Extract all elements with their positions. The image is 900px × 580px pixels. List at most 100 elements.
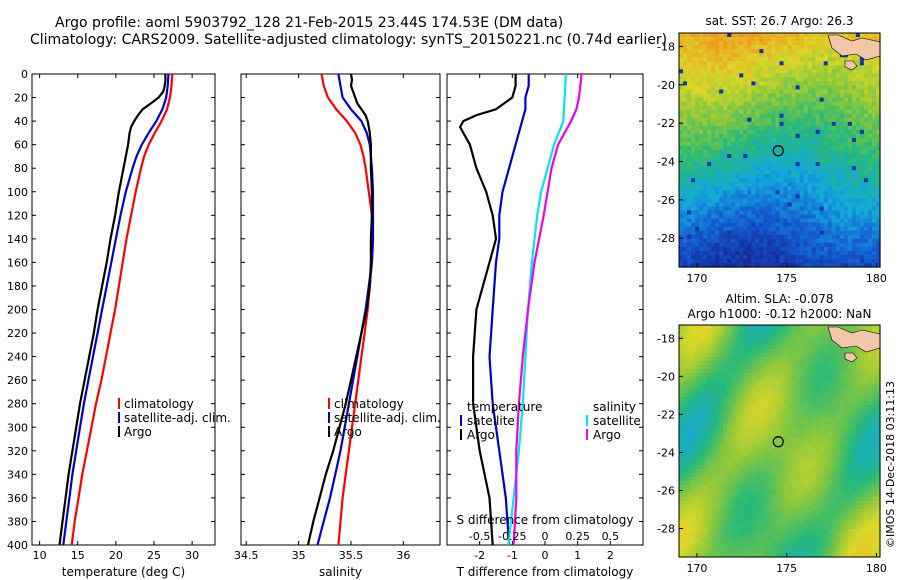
map-cell [735,521,740,526]
map-cell [727,254,732,260]
map-cell [731,154,736,159]
map-cell [743,433,748,438]
map-cell [735,222,740,228]
map-cell [743,69,748,74]
map-cell [767,381,773,386]
map-cell [763,449,769,454]
map-cell [795,117,801,123]
map-cell [683,501,688,506]
map-cell [851,113,857,119]
map-cell [679,381,684,386]
map-cell [731,465,736,470]
map-cell [835,174,841,179]
map-cell [799,533,805,538]
map-cell [811,93,817,99]
map-cell [715,325,720,330]
map-cell [783,178,789,183]
map-cell [723,154,728,159]
map-cell [759,93,765,99]
map-cell [731,214,736,220]
map-cell [719,525,724,530]
map-cell [819,133,825,139]
map-cell [739,186,744,191]
map-cell [771,393,777,398]
map-cell [799,469,805,474]
map-cell [795,329,801,334]
map-cell [695,461,700,466]
map-cell [683,445,688,450]
map-cell [687,263,692,268]
map-cell [803,206,809,212]
map-cell [775,549,781,554]
map-cell [831,226,837,232]
map-cell [739,230,744,236]
map-cell [807,218,813,224]
map-cell [683,129,688,135]
map-cell [827,121,833,127]
map-cell [847,37,853,42]
map-cell [775,45,781,50]
map-cell [751,369,757,374]
map-cell [755,361,761,366]
map-cell [755,162,761,167]
map-cell [743,453,748,458]
map-cell [851,141,857,147]
map-cell [763,453,769,458]
map-cell [687,417,692,422]
map-cell [719,341,724,346]
map-cell [755,493,761,498]
map-cell [799,222,805,228]
map-cell [827,214,833,220]
map-cell [687,129,692,135]
map-cell [691,97,696,103]
map-cell [799,146,805,151]
map-cell [707,33,712,38]
map-cell [731,485,736,490]
map-cell [723,353,728,358]
map-cell [715,377,720,382]
map-cell [703,133,708,139]
map-cell [863,222,869,228]
map-cell [799,381,805,386]
map-cell [683,481,688,486]
map-cell [799,246,805,252]
map-cell [775,133,781,139]
map-cell [731,329,736,334]
map-cell [731,525,736,530]
map-cell [731,509,736,514]
map-cell [811,230,817,236]
map-cell [759,121,765,127]
map-cell [811,242,817,248]
map-cell [791,182,797,187]
map-cell [755,445,761,450]
map-cell [859,242,865,248]
map-cell [751,137,757,143]
map-cell [687,457,692,462]
map-cell [867,250,873,256]
map-cell [743,109,748,115]
map-cell [735,162,740,167]
map-cell [691,174,696,179]
map-cell [723,41,728,46]
map-cell [747,437,752,442]
map-cell [759,258,765,264]
map-cell [855,101,861,107]
map-cell [847,190,853,195]
map-cell [795,258,801,264]
map-cell [707,481,712,486]
map-cell [695,101,700,107]
map-cell [815,254,821,260]
map-cell [763,73,769,78]
map-cell [795,425,801,430]
map-cell [779,49,785,54]
map-cell [867,117,873,123]
map-cell [711,214,716,220]
map-cell [859,150,865,155]
map-cell [727,158,732,163]
map-cell [687,409,692,414]
map-cell [711,226,716,232]
map-cell [779,373,785,378]
map-cell [767,481,773,486]
map-cell [687,337,692,342]
map-cell [867,202,873,208]
